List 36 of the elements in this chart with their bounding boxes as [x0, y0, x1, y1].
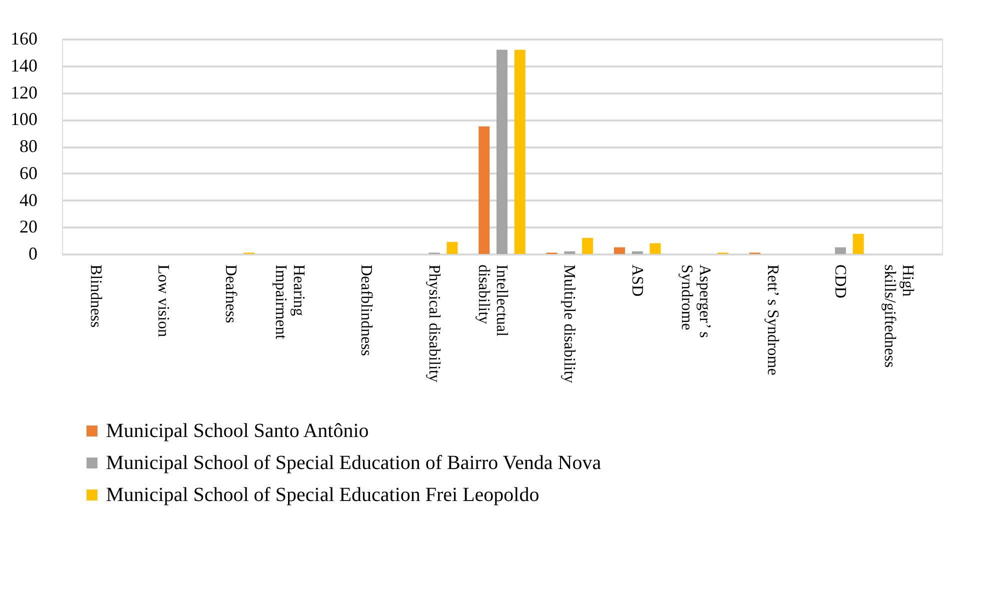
bar	[582, 238, 594, 254]
legend-label: Municipal School of Special Education of Bairro Venda Nova	[106, 452, 602, 474]
bar	[632, 251, 643, 254]
x-tick-label: Hearing Impairment	[272, 264, 307, 340]
x-tick-label: Low vision	[154, 264, 172, 337]
x-tick-label: Deafblindness	[358, 264, 375, 356]
bar	[614, 247, 626, 254]
y-tick-label: 80	[20, 136, 38, 156]
legend-label: Municipal School of Special Education Frei Leopoldo	[106, 484, 540, 506]
bar	[564, 251, 576, 254]
x-tick-label: Multiple disability	[560, 264, 578, 384]
y-tick-label: 120	[10, 82, 38, 102]
x-tick-label: Asperger’ s Syndrome	[678, 264, 714, 338]
x-tick-label: Rett’ s Syndrome	[764, 264, 781, 376]
y-tick-label: 20	[20, 216, 38, 237]
bar	[852, 234, 864, 254]
bar	[446, 242, 458, 254]
x-tick-label: High skills/giftedness	[881, 264, 916, 368]
bar	[478, 126, 490, 254]
legend-label: Municipal School Santo Antônio	[106, 420, 369, 442]
y-tick-label: 40	[20, 190, 38, 210]
bar	[650, 243, 661, 254]
bar	[834, 247, 846, 254]
x-tick-label: Intellectual disability	[475, 264, 510, 338]
x-tick-label: ASD	[628, 264, 646, 297]
x-tick-label: Deafness	[222, 264, 240, 324]
x-tick-label: Blindness	[86, 264, 104, 328]
y-tick-label: 0	[28, 244, 38, 264]
x-tick-label: CDD	[831, 264, 848, 298]
y-tick-label: 60	[20, 162, 38, 183]
x-tick-label: Physical disability	[425, 264, 442, 382]
bar	[496, 50, 508, 254]
bar	[514, 50, 526, 254]
y-tick-label: 160	[10, 28, 38, 48]
y-tick-label: 100	[10, 109, 38, 130]
y-tick-label: 140	[10, 55, 38, 76]
